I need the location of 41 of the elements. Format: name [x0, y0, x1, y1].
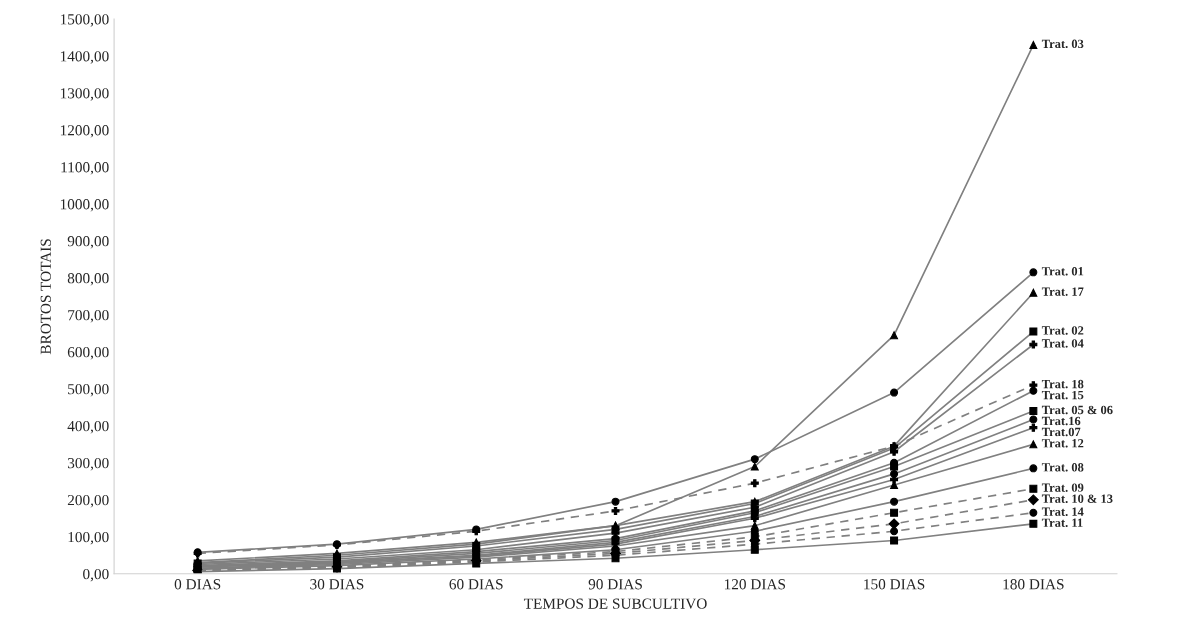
x-tick-label: 180 DIAS [1003, 579, 1064, 590]
series-label: Trat. 12 [1041, 439, 1084, 448]
y-tick-label: 0,00 [83, 568, 109, 582]
y-tick-label: 200,00 [67, 494, 109, 508]
x-tick-label: 90 DIAS [588, 579, 642, 590]
series-label: Trat. 02 [1041, 326, 1084, 335]
y-tick-label: 500,00 [68, 383, 109, 397]
series-label: Trat. 01 [1041, 267, 1084, 276]
series-label: Trat. 18 [1041, 379, 1084, 389]
y-tick-label: 1500,00 [60, 14, 109, 27]
x-tick-label: 120 DIAS [724, 579, 786, 590]
series-label: Trat. 04 [1041, 339, 1084, 348]
y-tick-label: 1000,00 [60, 199, 109, 212]
y-tick-label: 300,00 [67, 457, 109, 471]
y-tick-label: 700,00 [68, 310, 109, 323]
series-label: Trat.16 [1041, 416, 1081, 426]
series-label: Trat. 05 & 06 [1041, 405, 1113, 415]
y-tick-label: 900,00 [67, 236, 109, 249]
y-tick-label: 100,00 [68, 531, 109, 545]
y-tick-label: 1200,00 [60, 125, 109, 138]
x-tick-label: 30 DIAS [310, 579, 364, 590]
series-label: Trat. 14 [1041, 507, 1084, 516]
series-label: Trat. 15 [1041, 390, 1084, 400]
x-axis-title: TEMPOS DE SUBCULTIVO [523, 598, 707, 609]
y-tick-label: 1300,00 [60, 88, 109, 101]
x-tick-label: 60 DIAS [449, 579, 503, 590]
y-tick-label: 1100,00 [61, 162, 109, 175]
x-tick-label: 0 DIAS [174, 579, 221, 590]
series-label: Trat.07 [1041, 427, 1081, 437]
x-tick-label: 150 DIAS [864, 579, 925, 590]
series-label: Trat. 10 & 13 [1041, 494, 1113, 503]
y-tick-label: 1400,00 [60, 51, 109, 64]
series-label: Trat. 09 [1041, 483, 1084, 492]
series-label: Trat. 03 [1041, 39, 1084, 49]
y-axis-title: BROTOS TOTAIS [40, 239, 51, 355]
y-tick-label: 600,00 [67, 347, 109, 360]
series-label: Trat. 11 [1041, 518, 1083, 528]
y-tick-label: 800,00 [67, 273, 109, 286]
series-label: Trat. 08 [1041, 463, 1084, 472]
y-tick-label: 400,00 [67, 420, 109, 434]
series-label: Trat. 17 [1041, 287, 1084, 296]
